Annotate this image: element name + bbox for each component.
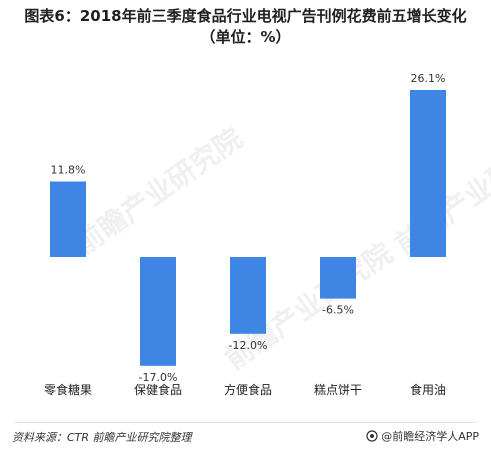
- chart-title: 图表6：2018年前三季度食品行业电视广告刊例花费前五增长变化 （单位：%）: [12, 6, 479, 48]
- source-note: 资料来源：CTR 前瞻产业研究院整理: [12, 431, 192, 444]
- chart-title-line-2: （单位：%）: [200, 28, 291, 46]
- bar-0: [50, 181, 86, 257]
- category-label-3: 糕点饼干: [314, 383, 362, 397]
- value-label-0: 11.8%: [51, 163, 86, 176]
- bar-1: [140, 257, 176, 366]
- value-label-4: 26.1%: [411, 72, 446, 85]
- chart-title-line-1: 图表6：2018年前三季度食品行业电视广告刊例花费前五增长变化: [24, 7, 467, 25]
- brand-text: @前瞻经济学人APP: [381, 430, 479, 443]
- value-label-2: -12.0%: [229, 339, 268, 352]
- value-label-1: -17.0%: [139, 371, 178, 384]
- value-label-3: -6.5%: [322, 304, 354, 317]
- category-label-4: 食用油: [410, 382, 446, 397]
- brand-credit: @前瞻经济学人APP: [366, 428, 479, 444]
- bar-2: [230, 257, 266, 334]
- category-label-0: 零食糖果: [44, 382, 92, 397]
- bar-4: [410, 90, 446, 257]
- footer-divider: [14, 422, 477, 423]
- bar-3: [320, 257, 356, 299]
- brand-logo-icon: [366, 430, 378, 442]
- category-label-2: 方便食品: [224, 382, 272, 397]
- category-label-1: 保健食品: [134, 382, 182, 397]
